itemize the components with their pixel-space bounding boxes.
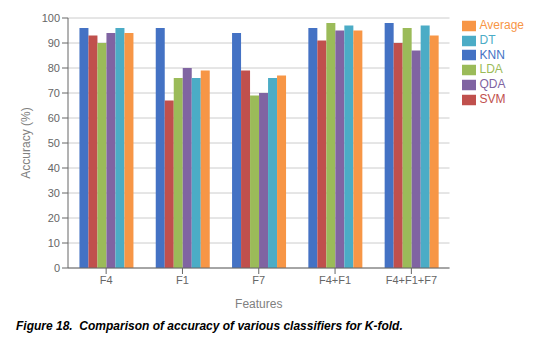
html-text:QDA: QDA: [479, 77, 506, 92]
html-text:Average: Average: [479, 18, 524, 32]
svg-text:F4+F1: F4+F1: [319, 274, 351, 286]
svg-text:Accuracy (%): Accuracy (%): [19, 107, 33, 178]
svg-text:100: 100: [42, 12, 60, 24]
svg-text:0: 0: [54, 262, 60, 274]
svg-text:F7: F7: [252, 274, 265, 286]
svg-text:60: 60: [48, 112, 60, 124]
html-text:KNN: KNN: [479, 47, 505, 62]
svg-text:90: 90: [48, 37, 60, 49]
html-text:SVM: SVM: [479, 92, 506, 107]
html-text:DT: DT: [479, 32, 496, 47]
svg-text:20: 20: [48, 212, 60, 224]
svg-text:40: 40: [48, 162, 60, 174]
html-text:Figure 18. Comparison of accur: Figure 18. Comparison of accuracy of var…: [16, 319, 403, 333]
svg-text:50: 50: [48, 137, 60, 149]
svg-text:10: 10: [48, 237, 60, 249]
html-text:LDA: LDA: [479, 62, 503, 77]
svg-text:30: 30: [48, 187, 60, 199]
svg-text:Features: Features: [235, 297, 282, 311]
svg-text:70: 70: [48, 87, 60, 99]
svg-text:80: 80: [48, 62, 60, 74]
svg-text:F4+F1+F7: F4+F1+F7: [386, 274, 437, 286]
svg-text:F4: F4: [100, 274, 113, 286]
svg-text:F1: F1: [176, 274, 189, 286]
